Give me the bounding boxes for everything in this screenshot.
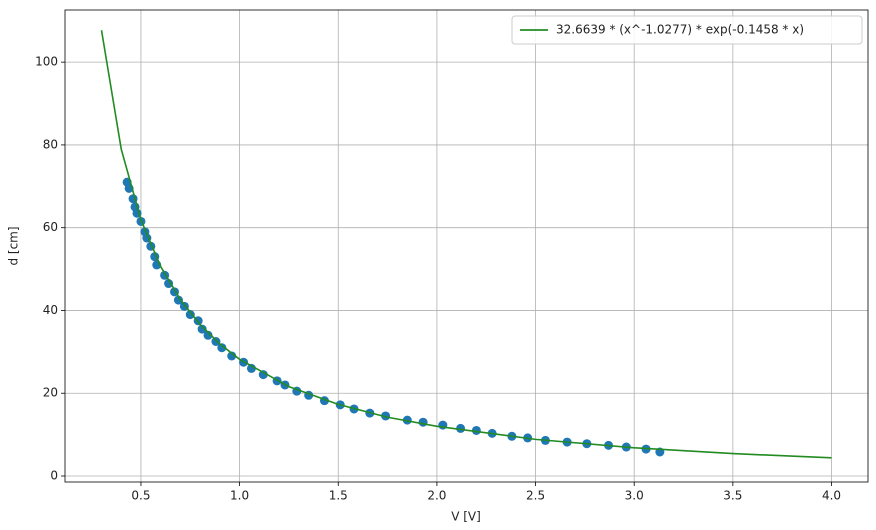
data-point — [471, 425, 481, 435]
data-point — [185, 310, 195, 320]
data-point — [456, 423, 466, 433]
x-tick-label: 4.0 — [822, 489, 841, 503]
x-tick-label: 1.0 — [230, 489, 249, 503]
x-tick-label: 3.0 — [625, 489, 644, 503]
y-axis-label: d [cm] — [7, 226, 21, 265]
plot-area — [65, 10, 868, 482]
fit-line — [100, 30, 832, 459]
y-tick-label: 80 — [43, 137, 58, 151]
data-point — [211, 336, 221, 346]
legend-box — [511, 15, 863, 45]
x-tick-label: 2.5 — [526, 489, 545, 503]
data-point — [203, 330, 213, 340]
data-point — [246, 363, 256, 373]
y-tick-label: 60 — [43, 220, 58, 234]
data-point — [227, 351, 237, 361]
x-tick-label: 3.5 — [723, 489, 742, 503]
x-axis-label: V [V] — [451, 510, 481, 524]
y-tick-label: 20 — [43, 386, 58, 400]
x-tick-label: 0.5 — [131, 489, 150, 503]
data-point — [258, 370, 268, 380]
data-point — [197, 324, 207, 334]
data-point — [418, 417, 428, 427]
data-point — [164, 279, 174, 289]
y-tick-label: 40 — [43, 303, 58, 317]
plot-frame — [64, 9, 869, 483]
data-point — [173, 295, 183, 305]
x-tick-label: 2.0 — [427, 489, 446, 503]
legend-label: 32.6639 * (x^-1.0277) * exp(-0.1458 * x) — [556, 23, 804, 37]
y-tick-label: 0 — [50, 468, 58, 482]
x-tick-label: 1.5 — [329, 489, 348, 503]
data-point — [217, 343, 227, 353]
y-tick-label: 100 — [35, 55, 58, 69]
